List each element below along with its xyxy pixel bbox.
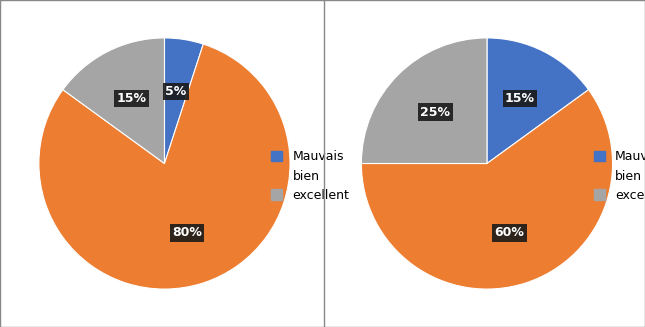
Wedge shape [39, 44, 290, 289]
Legend: Mauvais, bien, excellent: Mauvais, bien, excellent [271, 150, 350, 202]
Text: 15%: 15% [505, 92, 535, 105]
Text: 5%: 5% [165, 85, 186, 98]
Text: 15%: 15% [116, 92, 146, 105]
Wedge shape [487, 38, 588, 164]
Text: 25%: 25% [421, 106, 450, 118]
Wedge shape [164, 38, 203, 164]
Wedge shape [361, 90, 613, 289]
Wedge shape [361, 38, 487, 164]
Wedge shape [63, 38, 164, 164]
Text: 60%: 60% [495, 226, 524, 239]
Text: 80%: 80% [172, 226, 202, 239]
Legend: Mauvais, bien, excellent: Mauvais, bien, excellent [593, 150, 645, 202]
